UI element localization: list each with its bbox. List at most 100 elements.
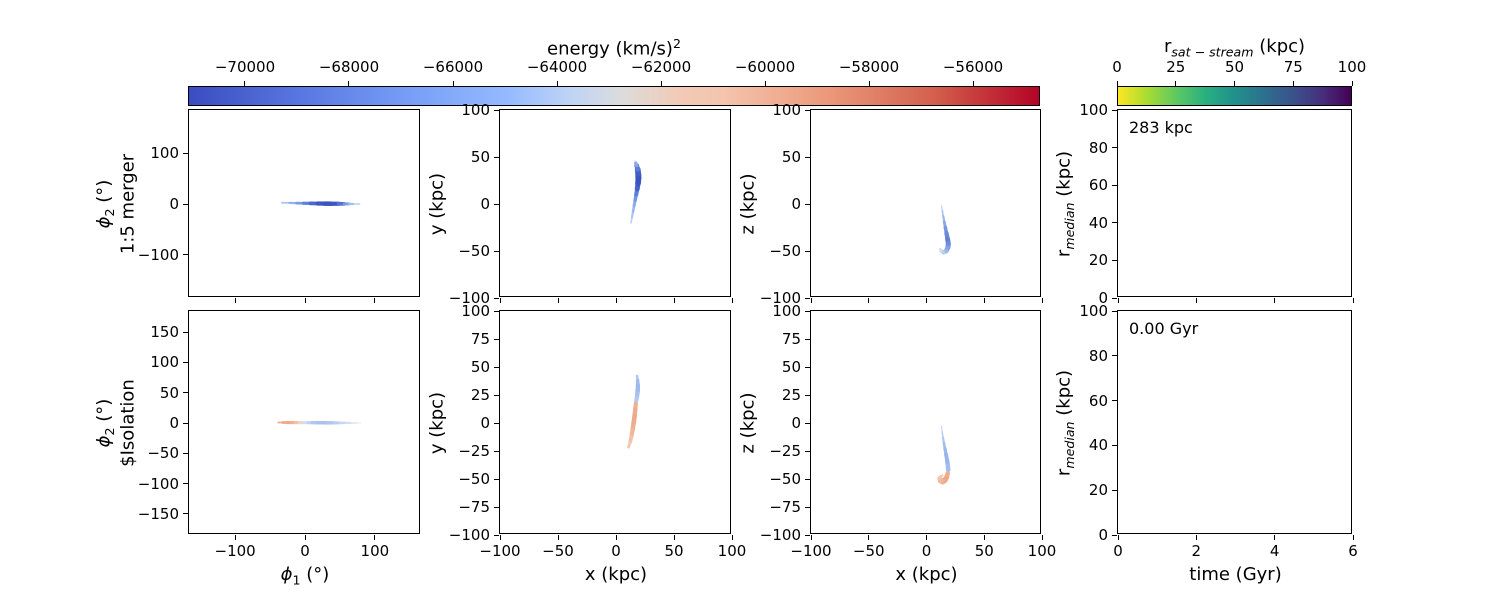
y-tick-label: 60 bbox=[1088, 391, 1108, 410]
y-tick-label: 40 bbox=[1088, 213, 1108, 232]
y-tick-label: −50 bbox=[769, 241, 801, 260]
stream-segment bbox=[940, 425, 943, 433]
x-tick-label: 6 bbox=[1348, 542, 1358, 560]
y-tick-label: −100 bbox=[448, 288, 490, 307]
label-part: (kpc) bbox=[1053, 150, 1075, 203]
r-sat-stream-tick bbox=[1175, 81, 1177, 86]
stream-plot-merger-xz bbox=[939, 205, 951, 255]
label-part: ϕ bbox=[93, 216, 115, 229]
x-tick bbox=[926, 298, 927, 303]
label-part: median bbox=[1062, 202, 1078, 250]
label-part: (°) bbox=[93, 179, 115, 209]
energy-tick-label: −68000 bbox=[318, 58, 380, 76]
x-tick bbox=[557, 535, 559, 540]
y-axis-label-isolation-sky: $Isolation bbox=[118, 379, 139, 467]
y-tick bbox=[1112, 297, 1117, 299]
r-sat-stream-tick-label: 75 bbox=[1283, 58, 1303, 76]
x-tick bbox=[1352, 298, 1354, 303]
y-tick-label: 0 bbox=[1098, 525, 1108, 544]
y-tick bbox=[1112, 355, 1117, 357]
x-tick-label: −100 bbox=[790, 542, 832, 560]
stream-plot-merger-rmedian bbox=[1118, 110, 1353, 298]
stream-plot-isolation-sky bbox=[277, 420, 361, 425]
y-tick bbox=[805, 450, 810, 452]
energy-tick-label: −56000 bbox=[942, 58, 1004, 76]
x-tick-label: −50 bbox=[852, 542, 885, 560]
x-tick bbox=[499, 298, 501, 303]
energy-tick-label: −62000 bbox=[630, 58, 692, 76]
r-sat-stream-tick bbox=[1351, 81, 1353, 86]
energy-colorbar-gradient bbox=[188, 86, 1040, 106]
y-tick bbox=[183, 203, 188, 205]
y-tick-label: 80 bbox=[1088, 138, 1108, 157]
label-part: (°) bbox=[300, 564, 330, 585]
x-tick-label: 50 bbox=[974, 542, 994, 560]
y-tick-label: −25 bbox=[458, 441, 490, 460]
y-tick-label: 0 bbox=[480, 413, 490, 432]
label-part: r bbox=[1053, 468, 1075, 477]
x-tick-label: 100 bbox=[1027, 542, 1057, 560]
panel-merger-xz: 100 50 0 −50 −100 z (kpc) bbox=[738, 102, 1043, 306]
x-axis-label-isolation-rmedian: time (Gyr) bbox=[1189, 564, 1282, 585]
label-part: ϕ bbox=[93, 435, 115, 448]
y-tick-label: 150 bbox=[150, 322, 179, 341]
y-axis-label-isolation-xy: y (kpc) bbox=[427, 392, 448, 454]
x-tick bbox=[1117, 298, 1119, 303]
y-tick bbox=[1112, 400, 1117, 402]
y-tick bbox=[183, 422, 188, 424]
label-part: ϕ bbox=[280, 564, 293, 585]
y-tick bbox=[183, 452, 188, 454]
energy-colorbar-title-text: energy (km/s) bbox=[547, 38, 673, 60]
energy-tick bbox=[660, 81, 662, 86]
y-tick-label: −150 bbox=[137, 504, 179, 523]
y-tick-label: −100 bbox=[448, 525, 490, 544]
energy-tick-label: −70000 bbox=[214, 58, 276, 76]
stream-segment bbox=[627, 440, 632, 449]
energy-tick-label: −60000 bbox=[734, 58, 796, 76]
y-tick bbox=[1112, 259, 1117, 261]
label-part: 2 bbox=[102, 427, 118, 436]
y-tick bbox=[494, 203, 499, 205]
y-tick bbox=[805, 297, 810, 299]
x-axis-label-isolation-sky: ϕ1 (°) bbox=[280, 564, 330, 587]
x-tick bbox=[234, 535, 236, 540]
r-sat-stream-tick bbox=[1116, 81, 1118, 86]
x-tick-label: −50 bbox=[542, 542, 574, 560]
y-tick-label: 75 bbox=[781, 329, 801, 348]
annotation-apocenter: 283 kpc bbox=[1129, 118, 1193, 137]
y-tick bbox=[494, 506, 499, 508]
y-axis-label-merger-xy: y (kpc) bbox=[427, 173, 448, 235]
stream-segment bbox=[634, 161, 639, 168]
y-tick-label: 20 bbox=[1088, 251, 1108, 270]
x-tick bbox=[557, 298, 559, 303]
x-tick bbox=[983, 535, 985, 540]
y-tick bbox=[805, 156, 810, 158]
energy-tick bbox=[868, 81, 870, 86]
x-tick-label: 2 bbox=[1191, 542, 1202, 560]
energy-colorbar-title: energy (km/s)2 bbox=[188, 36, 1040, 59]
label-part: time (Gyr) bbox=[1189, 564, 1282, 585]
y-tick bbox=[494, 109, 499, 111]
y-tick-label: −50 bbox=[769, 469, 801, 488]
y-axis-label-merger-sky: 1:5 merger bbox=[118, 154, 139, 254]
panel-isolation-sky: 150 100 50 0 −50 −100 −150 −100 0 100 ϕ2 (°) $Isola… bbox=[94, 310, 420, 587]
rsat-colorbar-title: rsat − stream (kpc) bbox=[1117, 36, 1352, 59]
energy-tick-label: −66000 bbox=[422, 58, 484, 76]
y-tick bbox=[494, 422, 499, 424]
x-tick bbox=[731, 298, 733, 303]
stream-plot-isolation-xy bbox=[627, 374, 641, 449]
y-tick-label: 0 bbox=[791, 194, 801, 213]
y-tick bbox=[494, 450, 499, 452]
x-tick bbox=[810, 535, 812, 540]
y-tick bbox=[494, 478, 499, 480]
y-tick bbox=[1112, 147, 1117, 149]
label-part: x (kpc) bbox=[584, 564, 648, 585]
stream-plot-merger-sky bbox=[281, 201, 361, 206]
energy-colorbar-title-exponent: 2 bbox=[672, 36, 681, 51]
x-tick-label: −100 bbox=[214, 542, 256, 560]
r-sat-stream-tick bbox=[1292, 81, 1294, 86]
y-axis-label-merger-sky: ϕ2 (°) bbox=[93, 179, 117, 229]
y-tick bbox=[1112, 489, 1117, 491]
panel-merger-sky: 100 0 −100 ϕ2 (°) 1:5 merger bbox=[94, 109, 420, 303]
y-tick-label: −75 bbox=[458, 497, 490, 516]
